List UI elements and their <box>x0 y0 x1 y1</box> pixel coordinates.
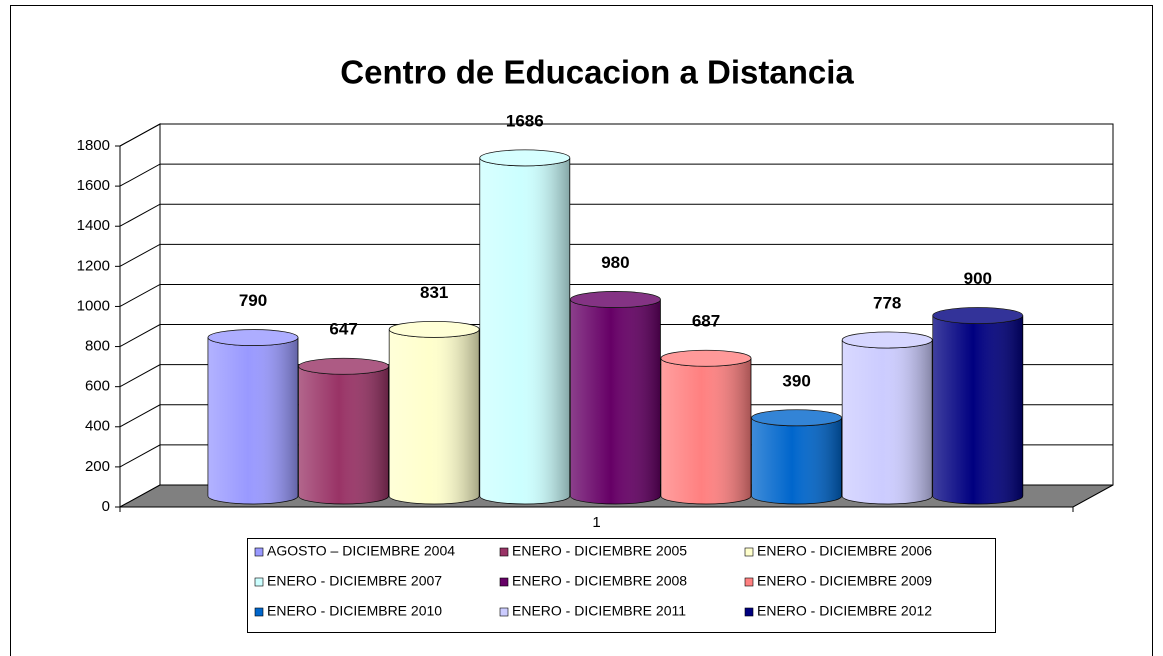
legend-swatch <box>499 607 509 617</box>
data-label: 1686 <box>506 111 544 130</box>
y-tick-label: 800 <box>85 338 110 355</box>
grid-line <box>119 364 1113 388</box>
data-label: 647 <box>329 320 357 339</box>
grid-line <box>119 243 1113 267</box>
y-tick-label: 1000 <box>77 297 110 314</box>
legend-swatch <box>499 577 509 587</box>
legend-label: ENERO - DICIEMBRE 2010 <box>267 603 442 619</box>
bar-top <box>751 409 842 427</box>
bar-top-shade <box>751 409 842 426</box>
grid-line <box>119 163 1113 187</box>
bar-top-shade <box>842 331 933 348</box>
legend-swatch <box>254 547 264 557</box>
bar-shade <box>479 157 570 504</box>
legend-label: ENERO - DICIEMBRE 2007 <box>267 573 442 589</box>
legend-swatch <box>744 577 754 587</box>
x-tick-label: 1 <box>592 514 600 531</box>
data-label: 687 <box>692 312 720 331</box>
bar-top-shade <box>479 149 570 166</box>
legend-label: ENERO - DICIEMBRE 2012 <box>757 603 932 619</box>
bar-shade <box>389 329 480 504</box>
y-tick-label: 200 <box>85 458 110 475</box>
legend-label: ENERO - DICIEMBRE 2009 <box>757 573 932 589</box>
bar-top <box>841 331 933 349</box>
legend-label: ENERO - DICIEMBRE 2011 <box>512 603 686 619</box>
legend-label: AGOSTO – DICIEMBRE 2004 <box>267 543 455 559</box>
y-tick-label: 600 <box>85 378 110 395</box>
legend-swatch <box>254 607 264 617</box>
y-tick-label: 1600 <box>77 177 110 194</box>
y-tick-label: 1400 <box>77 217 110 234</box>
data-label: 900 <box>964 269 992 288</box>
bar-top <box>388 320 480 338</box>
legend-label: ENERO - DICIEMBRE 2006 <box>757 543 932 559</box>
bar-top <box>660 349 752 367</box>
data-label: 790 <box>239 291 267 310</box>
data-label: 390 <box>782 371 810 390</box>
grid-line <box>119 404 1113 428</box>
y-tick-label: 1200 <box>77 257 110 274</box>
y-tick-label: 1800 <box>77 137 110 154</box>
bar-shade <box>570 299 661 504</box>
bar-top <box>479 149 571 167</box>
bar-shade <box>751 417 842 504</box>
legend-label: ENERO - DICIEMBRE 2008 <box>512 573 687 589</box>
y-tick-label: 0 <box>102 498 110 515</box>
bar-top-shade <box>208 329 298 346</box>
bar-top-shade <box>661 350 751 367</box>
bar-top <box>932 307 1024 324</box>
grid-line <box>119 324 1113 347</box>
legend-swatch <box>499 547 509 557</box>
side-wall <box>119 123 161 508</box>
grid-line <box>119 123 1113 147</box>
legend-label: ENERO - DICIEMBRE 2005 <box>512 543 687 559</box>
bar-top-shade <box>389 321 480 338</box>
chart-title: Centro de Educacion a Distancia <box>340 54 854 91</box>
bar-top-shade <box>570 291 661 308</box>
bar-top-shade <box>298 358 389 375</box>
bar-shade <box>661 358 751 504</box>
bar-top <box>207 329 299 346</box>
grid-line <box>119 203 1113 227</box>
data-label: 831 <box>420 283 448 302</box>
y-tick-label: 400 <box>85 418 110 435</box>
bar-top <box>298 357 390 375</box>
bar-shade <box>208 337 298 504</box>
data-label: 980 <box>601 253 629 272</box>
data-label: 778 <box>873 293 901 312</box>
legend-swatch <box>744 547 754 557</box>
bar-shade <box>932 315 1023 504</box>
bar-top-shade <box>932 307 1023 324</box>
legend-swatch <box>254 577 264 587</box>
bar-shade <box>298 366 389 504</box>
legend-box <box>247 538 996 633</box>
legend-swatch <box>744 607 754 617</box>
grid-line <box>119 283 1113 307</box>
bar-shade <box>842 339 933 504</box>
bar-top <box>570 291 661 308</box>
